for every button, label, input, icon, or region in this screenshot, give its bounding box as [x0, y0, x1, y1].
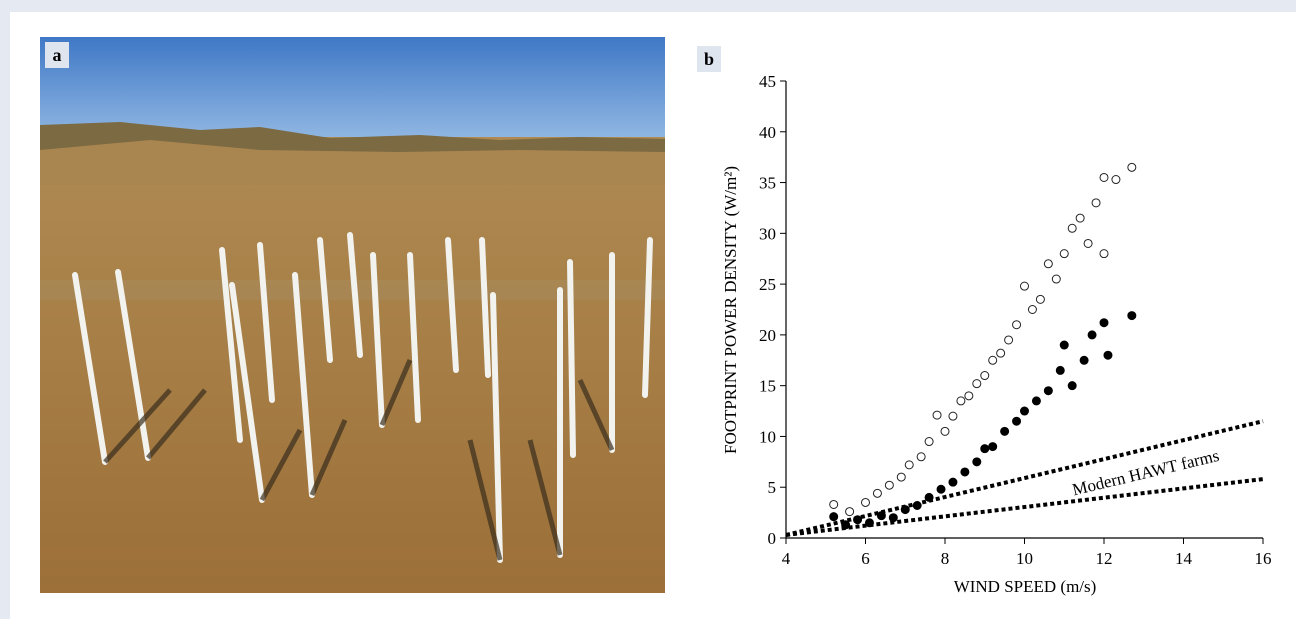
x-tick-label: 12 — [1096, 549, 1113, 568]
filled-point — [1099, 318, 1109, 328]
filled-point — [1031, 396, 1041, 406]
open-point — [896, 472, 906, 482]
open-point — [956, 396, 966, 406]
open-point — [1012, 320, 1022, 330]
open-point — [980, 371, 990, 381]
filled-point — [936, 484, 946, 494]
filled-point — [1087, 330, 1097, 340]
y-tick-label: 20 — [759, 326, 776, 345]
open-point — [1099, 249, 1109, 259]
open-point — [1051, 274, 1061, 284]
y-tick-label: 25 — [759, 275, 776, 294]
open-point — [861, 497, 870, 507]
reference-line — [785, 419, 1264, 537]
x-tick-label: 6 — [861, 549, 870, 568]
open-point — [1059, 249, 1069, 259]
open-point — [916, 452, 926, 462]
filled-point — [988, 442, 998, 452]
open-point — [1111, 175, 1121, 185]
reference-line — [785, 477, 1264, 537]
open-point — [1127, 162, 1137, 172]
filled-point — [960, 467, 970, 477]
filled-point — [1012, 416, 1022, 426]
open-point — [1004, 335, 1014, 345]
y-tick-label: 15 — [759, 377, 776, 396]
x-tick-label: 16 — [1255, 549, 1272, 568]
open-point — [1020, 281, 1029, 291]
open-point — [1091, 198, 1101, 208]
open-point — [1099, 172, 1109, 182]
photo-shadows — [103, 359, 615, 561]
x-tick-label: 8 — [941, 549, 950, 568]
photo — [40, 37, 665, 593]
open-point — [924, 437, 934, 447]
open-point — [845, 507, 855, 517]
y-tick-label: 30 — [759, 224, 776, 243]
filled-point — [1079, 355, 1089, 365]
filled-point — [1020, 406, 1029, 416]
filled-point — [980, 444, 990, 454]
open-point — [1083, 238, 1093, 248]
panel-label-box — [697, 46, 721, 72]
filled-point — [1055, 365, 1065, 375]
photo-sky — [40, 37, 665, 137]
x-tick-label: 14 — [1175, 549, 1193, 568]
y-tick-label: 45 — [759, 72, 776, 91]
open-point — [1067, 223, 1077, 233]
open-point — [1075, 213, 1085, 223]
open-point — [972, 379, 982, 389]
filled-point — [1067, 381, 1077, 391]
filled-point — [1000, 426, 1010, 436]
open-point — [872, 488, 882, 498]
open-point — [829, 499, 839, 509]
panel-label-box — [45, 42, 69, 68]
open-point — [1043, 259, 1053, 269]
open-point — [884, 480, 894, 490]
open-point — [904, 460, 914, 470]
open-point — [996, 348, 1006, 358]
y-tick-label: 0 — [768, 529, 777, 548]
annotation: Modern HAWT farms — [1070, 446, 1221, 500]
filled-point — [972, 457, 982, 467]
x-tick-label: 10 — [1016, 549, 1033, 568]
filled-point — [829, 512, 839, 522]
panel-label: b — [704, 49, 714, 69]
filled-point — [1043, 386, 1053, 396]
filled-point — [1103, 350, 1113, 360]
open-point — [948, 411, 958, 421]
y-tick-label: 40 — [759, 123, 776, 142]
filled-point — [948, 477, 958, 487]
open-point — [1035, 294, 1045, 304]
filled-point — [1127, 311, 1137, 321]
open-point — [988, 355, 998, 365]
open-point — [964, 391, 974, 401]
x-tick-label: 4 — [782, 549, 791, 568]
y-tick-label: 10 — [759, 427, 776, 446]
y-axis-label: FOOTPRINT POWER DENSITY (W/m²) — [721, 166, 740, 454]
open-point — [1027, 305, 1037, 314]
y-tick-label: 5 — [768, 478, 777, 497]
photo-turbines — [72, 232, 653, 563]
photo-hills-front — [40, 140, 665, 185]
panel-label: a — [53, 45, 62, 65]
x-axis-label: WIND SPEED (m/s) — [954, 577, 1097, 596]
open-point — [932, 410, 942, 420]
filled-point — [1059, 340, 1069, 350]
open-point — [940, 426, 950, 436]
y-tick-label: 35 — [759, 174, 776, 193]
